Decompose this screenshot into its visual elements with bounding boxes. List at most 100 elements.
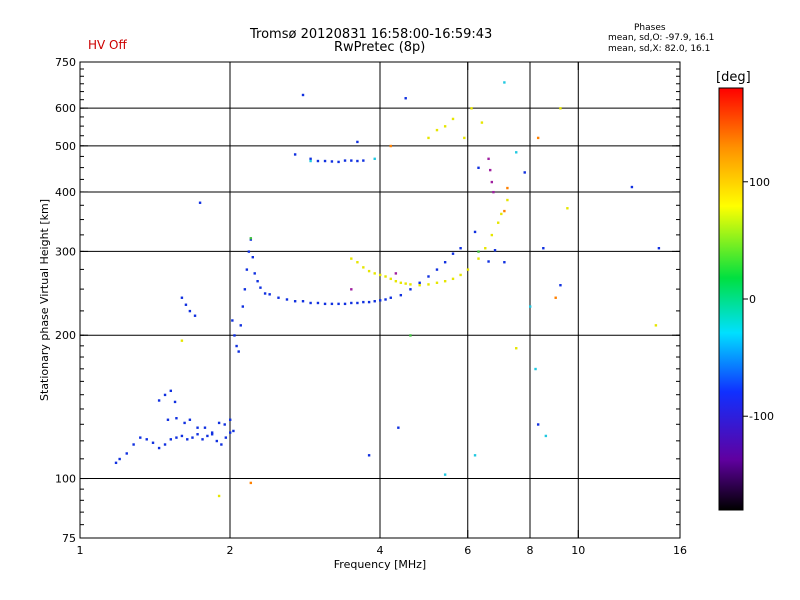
data-point — [309, 159, 312, 163]
colorbar-tick-label: 100 — [749, 176, 770, 189]
data-point — [367, 269, 371, 273]
data-point — [484, 247, 487, 250]
data-point — [188, 309, 192, 313]
chart-title: Tromsø 20120831 16:58:00-16:59:43 — [250, 27, 493, 42]
data-point — [500, 212, 503, 216]
data-point — [394, 280, 398, 283]
y-tick-label: 75 — [62, 532, 76, 545]
x-tick-label: 10 — [571, 544, 585, 557]
data-point — [409, 334, 412, 337]
data-point — [132, 443, 135, 446]
data-point — [356, 261, 359, 264]
data-point — [397, 426, 400, 429]
data-point — [268, 293, 271, 296]
data-point — [309, 301, 312, 305]
data-point — [490, 180, 494, 184]
data-point — [487, 157, 490, 161]
data-point — [301, 300, 305, 303]
data-point — [206, 434, 209, 438]
data-point — [379, 299, 382, 302]
data-point — [251, 256, 254, 259]
data-point — [630, 185, 634, 189]
colorbar-label: [deg] — [716, 70, 751, 85]
data-point — [399, 281, 403, 284]
data-point — [151, 441, 155, 444]
phases-heading: Phases — [634, 23, 666, 33]
data-point — [418, 281, 421, 284]
data-point — [330, 160, 334, 163]
data-point — [175, 436, 178, 439]
data-point — [477, 257, 480, 260]
data-point — [443, 280, 447, 283]
data-point — [554, 296, 557, 299]
axis-ticks: 1 2 4 6 8 10 16 75 100 200 300 400 500 600 750 — [55, 56, 687, 557]
data-point — [506, 198, 509, 202]
data-point — [301, 93, 305, 97]
data-point — [536, 423, 540, 426]
data-point — [253, 272, 256, 275]
y-tick-label: 600 — [55, 102, 76, 115]
data-point — [249, 238, 253, 241]
data-point — [566, 207, 569, 210]
data-point — [356, 301, 359, 305]
data-point — [477, 166, 480, 169]
colorbar — [718, 87, 744, 511]
data-point — [477, 250, 480, 253]
x-tick-label: 6 — [464, 544, 471, 557]
data-point — [515, 151, 518, 154]
data-point — [231, 319, 234, 322]
data-point — [404, 97, 407, 100]
data-point — [233, 334, 236, 337]
y-tick-label: 400 — [55, 186, 76, 199]
data-point — [316, 159, 320, 163]
data-point — [529, 305, 532, 308]
data-point — [203, 426, 207, 429]
colorbar-tick-label: -100 — [749, 410, 774, 423]
data-point — [435, 281, 439, 284]
data-point — [435, 268, 439, 271]
data-point — [232, 429, 235, 433]
data-point — [506, 186, 509, 190]
data-point — [224, 436, 228, 439]
data-point — [490, 233, 494, 237]
data-point — [210, 433, 214, 436]
data-point — [215, 439, 219, 443]
data-point — [493, 249, 497, 252]
data-point — [435, 128, 439, 132]
x-tick-label: 4 — [377, 544, 384, 557]
data-point — [373, 157, 376, 161]
data-point — [373, 272, 376, 275]
data-point — [180, 296, 184, 299]
y-tick-label: 100 — [55, 473, 76, 486]
data-point — [389, 277, 392, 281]
data-point — [362, 300, 365, 304]
data-point — [229, 431, 232, 434]
y-tick-label: 300 — [55, 245, 76, 258]
data-point — [243, 288, 247, 291]
data-point — [163, 393, 167, 397]
data-point — [523, 171, 526, 174]
data-point — [515, 347, 518, 350]
data-point — [473, 454, 477, 457]
data-point — [196, 426, 199, 429]
data-point — [356, 159, 359, 163]
data-point — [343, 159, 347, 162]
data-point — [114, 461, 118, 465]
hv-status: HV Off — [88, 38, 127, 52]
data-point — [323, 302, 327, 306]
data-point — [503, 209, 506, 213]
data-point — [293, 153, 297, 156]
data-point — [427, 136, 430, 140]
data-point — [496, 221, 500, 224]
plot-grid — [80, 62, 680, 538]
data-point — [337, 302, 340, 306]
data-point — [451, 277, 455, 281]
stats-o-mode: mean, sd,O: -97.9, 16.1 — [608, 33, 715, 43]
data-point — [389, 296, 392, 299]
data-point — [473, 230, 477, 234]
data-point — [409, 288, 412, 291]
data-point — [657, 247, 661, 250]
x-axis-label: Frequency [MHz] — [334, 558, 426, 571]
y-tick-label: 200 — [55, 329, 76, 342]
